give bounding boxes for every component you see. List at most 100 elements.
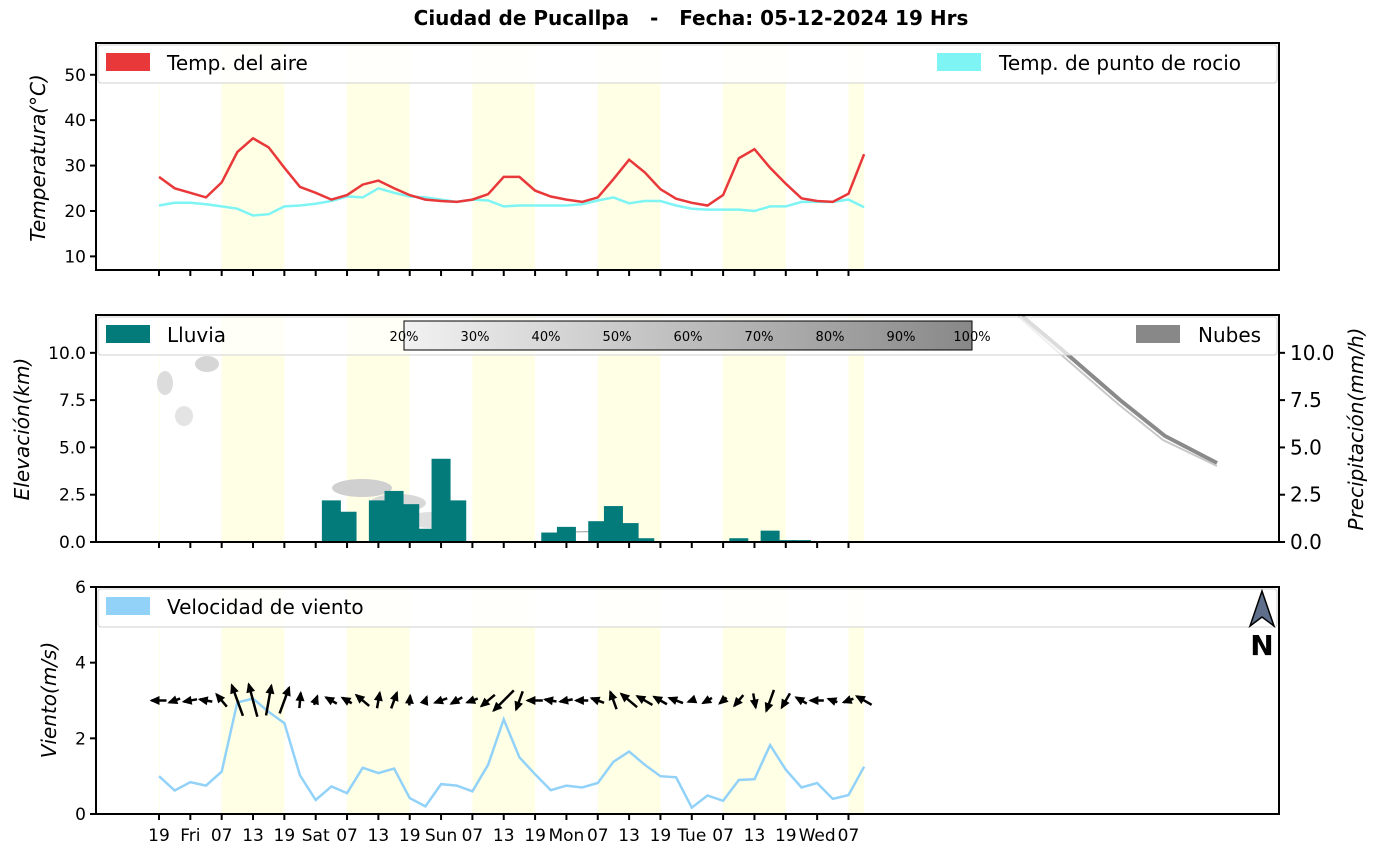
cloud-scale-bar (403, 320, 973, 351)
wind-arrow-head (667, 696, 679, 705)
wind-arrow-head (433, 695, 444, 705)
wind-arrow (525, 696, 543, 705)
wind-arrow (619, 692, 638, 709)
rain-bar (588, 521, 608, 542)
wind-arrow-head (764, 702, 774, 713)
wind-arrow-head (419, 695, 429, 706)
wind-arrow (197, 696, 213, 706)
wind-arrow (324, 696, 338, 706)
dew-point-line (158, 186, 865, 217)
wind-arrow-head (492, 701, 503, 712)
legend-cloud-label: Nubes (1198, 323, 1261, 347)
x-tick-label: Tue (676, 826, 706, 846)
wind-arrow (310, 694, 319, 706)
rain-bar (729, 538, 749, 542)
x-tick-label: 13 (618, 826, 640, 846)
wind-arrow-head (525, 696, 536, 705)
cloud-scale-label: 60% (674, 330, 703, 345)
wind-arrow-head (181, 695, 193, 705)
wind-arrow-head (465, 695, 477, 704)
cloud-patch (332, 479, 392, 497)
y-tick-label: 2.5 (59, 486, 86, 506)
wind-arrow (149, 696, 167, 705)
wind-arrow-head (230, 683, 239, 695)
wind-arrow-head (373, 690, 383, 702)
wind-arrow-head (854, 695, 866, 705)
wind-arrow-head (808, 696, 819, 705)
cloud-scale-label: 70% (745, 330, 774, 345)
wind-arrow (780, 692, 792, 710)
wind-arrow-head (310, 694, 319, 706)
wind-arrow-head (405, 693, 414, 704)
wind-arrow (340, 696, 353, 706)
wind-arrow (686, 694, 698, 704)
rain-bar (447, 500, 467, 542)
rain-bar (541, 532, 561, 542)
daylight-band (848, 587, 865, 814)
y-tick-label-right: 2.5 (1290, 483, 1322, 507)
rain-bar (760, 530, 780, 542)
y-tick-label: 0.0 (59, 533, 86, 553)
x-tick-label: 19 (650, 826, 672, 846)
temperature-legend (97, 44, 1278, 84)
rain-bar (619, 523, 639, 542)
y-tick-label-right: 7.5 (1290, 388, 1322, 412)
wind-ylabel: Viento(m/s) (37, 642, 61, 759)
wind-legend (97, 588, 1278, 628)
y-tick-label: 30 (64, 157, 86, 177)
wind-arrow-head (197, 696, 209, 706)
rain-cloud-panel: 0.0 2.5 5.0 7.5 10.0 0.0 2.5 5.0 7.5 10.0 Elevac… (10, 314, 1368, 554)
y-tick-label: 0 (75, 805, 86, 825)
x-tick-label: Fri (180, 826, 200, 846)
y-tick-label: 20 (64, 202, 86, 222)
wind-arrow (278, 685, 291, 714)
cloud-scale-label: 40% (532, 330, 561, 345)
wind-arrow (246, 682, 259, 717)
x-tick-label: 13 (242, 826, 264, 846)
daylight-band (159, 315, 160, 542)
wind-arrow (749, 693, 759, 710)
x-tick-label: 19 (274, 826, 296, 846)
rain-bar (635, 538, 655, 542)
wind-arrow-head (390, 690, 399, 702)
wind-arrow-head (608, 690, 618, 701)
x-tick-label: 19 (148, 826, 170, 846)
temperature-panel: 10 20 30 40 50 Temperatura(°C) Temp. del air… (26, 42, 1280, 276)
cloud-patch (175, 406, 193, 426)
wind-arrow (701, 695, 713, 705)
wind-arrow-head (543, 696, 554, 706)
x-tick-label: 19 (524, 826, 546, 846)
x-tick-label: 07 (336, 826, 358, 846)
y-tick-label: 10.0 (48, 344, 86, 364)
wind-arrow (841, 695, 854, 704)
wind-arrow (492, 689, 515, 712)
wind-arrow-head (295, 690, 305, 702)
temperature-ylabel: Temperatura(°C) (26, 74, 50, 242)
wind-arrow-head (635, 695, 647, 704)
cloud-scale-label: 90% (887, 330, 916, 345)
wind-arrow (543, 696, 557, 706)
cloud-scale-label: 50% (603, 330, 632, 345)
x-tick-label: Sun (425, 826, 457, 846)
wind-arrow-head (701, 695, 713, 705)
wind-speed-line (158, 697, 866, 810)
x-tick-label: 07 (838, 826, 860, 846)
wind-arrow (854, 695, 873, 706)
legend-dew-label: Temp. de punto de rocio (998, 51, 1241, 75)
wind-arrow (826, 697, 838, 706)
wind-arrow (514, 690, 524, 712)
wind-arrow (479, 693, 496, 708)
wind-panel: 0 2 4 6 Viento(m/s) Velocidad de viento N 1… (37, 578, 1280, 846)
temperature-frame (95, 42, 1280, 271)
wind-frame (95, 586, 1280, 815)
x-tick-label: 07 (712, 826, 734, 846)
wind-arrow-head (841, 695, 853, 704)
cloud-patch (195, 356, 219, 372)
x-tick-label: 13 (493, 826, 515, 846)
y-tick-label-right: 0.0 (1290, 530, 1322, 554)
legend-cloud-swatch (1136, 325, 1180, 343)
daylight-band (848, 43, 865, 270)
legend-air-swatch (106, 53, 150, 71)
x-tick-label: 19 (399, 826, 421, 846)
